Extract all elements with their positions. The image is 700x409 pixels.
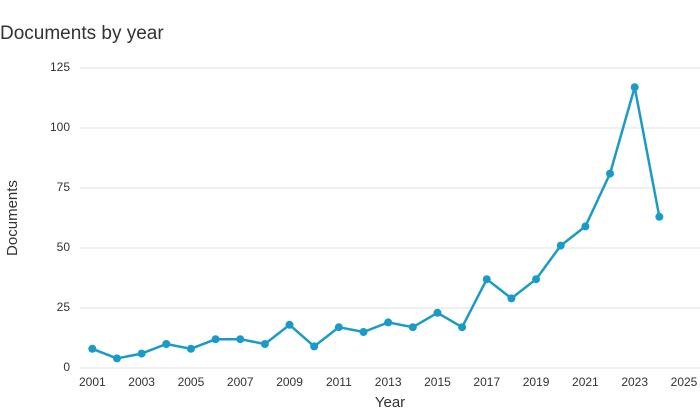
data-point xyxy=(482,275,491,284)
data-point xyxy=(285,320,294,329)
data-point xyxy=(556,241,565,250)
data-line xyxy=(91,85,661,360)
data-point xyxy=(310,342,319,351)
x-tick-label: 2007 xyxy=(227,375,254,389)
data-point xyxy=(137,349,146,358)
data-point xyxy=(359,328,368,336)
x-axis-label: Year xyxy=(375,394,405,409)
data-point xyxy=(581,222,590,231)
chart-title: Documents by year xyxy=(0,23,164,44)
y-tick-label: 50 xyxy=(57,240,71,254)
y-axis-label: Documents xyxy=(4,180,21,256)
data-point xyxy=(606,169,615,178)
y-tick-label: 25 xyxy=(57,300,71,314)
data-point xyxy=(507,294,516,303)
data-point xyxy=(433,308,442,317)
data-point xyxy=(334,323,343,332)
y-tick-label: 75 xyxy=(57,180,71,194)
data-point xyxy=(408,323,417,332)
x-tick-label: 2013 xyxy=(375,375,402,389)
x-tick-label: 2011 xyxy=(326,375,352,389)
x-tick-label: 2001 xyxy=(79,375,106,389)
data-point xyxy=(655,212,664,221)
x-tick-label: 2003 xyxy=(128,375,155,389)
data-point xyxy=(186,344,195,353)
y-tick-label: 0 xyxy=(63,360,70,374)
data-point xyxy=(211,335,220,344)
data-point xyxy=(236,335,245,344)
data-point xyxy=(458,323,467,332)
data-point xyxy=(112,354,121,363)
x-tick-label: 2017 xyxy=(473,375,500,389)
y-tick-label: 125 xyxy=(50,60,70,74)
data-point xyxy=(162,340,171,348)
data-point xyxy=(88,344,97,353)
data-point xyxy=(260,340,269,348)
data-point xyxy=(384,318,393,327)
x-tick-label: 2021 xyxy=(572,375,599,389)
x-tick-label: 2023 xyxy=(621,375,648,389)
x-tick-label: 2009 xyxy=(276,375,303,389)
x-tick-label: 2019 xyxy=(523,375,550,389)
x-tick-label: 2025 xyxy=(671,375,698,389)
data-point xyxy=(630,83,639,92)
data-point xyxy=(532,275,541,284)
y-tick-label: 100 xyxy=(50,120,70,134)
x-tick-label: 2005 xyxy=(178,375,205,389)
x-tick-label: 2015 xyxy=(424,375,451,389)
